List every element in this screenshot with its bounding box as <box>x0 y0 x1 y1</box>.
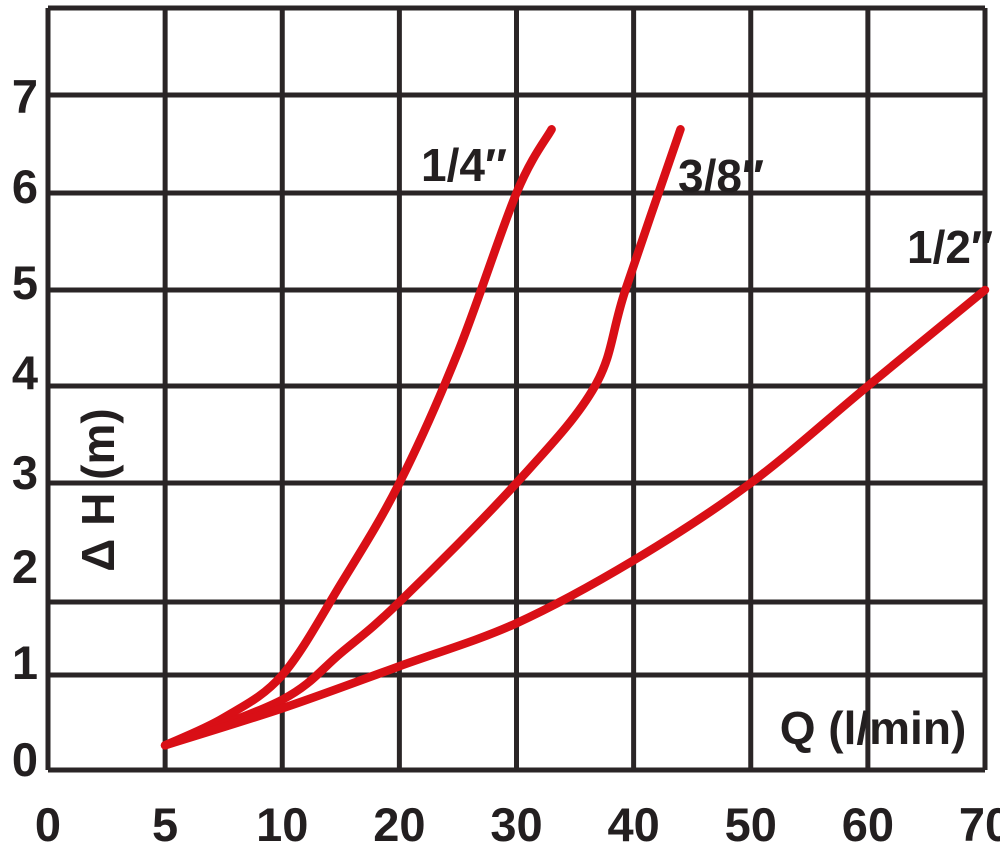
y-tick-label: 6 <box>12 160 38 213</box>
curve-label-three-eighth-inch: 3/8″ <box>678 150 764 202</box>
x-tick-label: 50 <box>725 798 777 843</box>
x-tick-label: 60 <box>842 798 894 843</box>
curve-half-inch <box>160 285 990 750</box>
x-tick-labels: 0 5 10 20 30 40 50 60 70 <box>35 798 1000 843</box>
grid <box>45 5 988 773</box>
y-tick-label: 1 <box>12 636 38 689</box>
x-tick-label: 70 <box>959 798 1000 843</box>
x-tick-label: 20 <box>373 798 425 843</box>
x-tick-label: 5 <box>152 798 178 843</box>
x-tick-label: 40 <box>607 798 659 843</box>
curve-quarter-inch <box>160 125 556 750</box>
y-tick-label: 7 <box>12 70 38 123</box>
pump-curves <box>160 125 990 750</box>
y-tick-label: 4 <box>12 346 38 399</box>
y-tick-label: 2 <box>12 540 38 593</box>
x-tick-label: 10 <box>256 798 308 843</box>
x-tick-label: 0 <box>35 798 61 843</box>
curve-label-half-inch: 1/2″ <box>907 221 993 273</box>
x-axis-title: Q (l/min) <box>780 702 967 754</box>
y-tick-label: 3 <box>12 446 38 499</box>
curve-label-quarter-inch: 1/4″ <box>421 139 507 191</box>
y-tick-labels: 0 1 2 3 4 5 6 7 <box>12 70 38 786</box>
x-tick-label: 30 <box>490 798 542 843</box>
y-tick-label: 0 <box>12 733 38 786</box>
y-tick-label: 5 <box>12 256 38 309</box>
y-axis-title: Δ H (m) <box>72 408 124 571</box>
curve-three-eighth-inch <box>160 125 685 750</box>
